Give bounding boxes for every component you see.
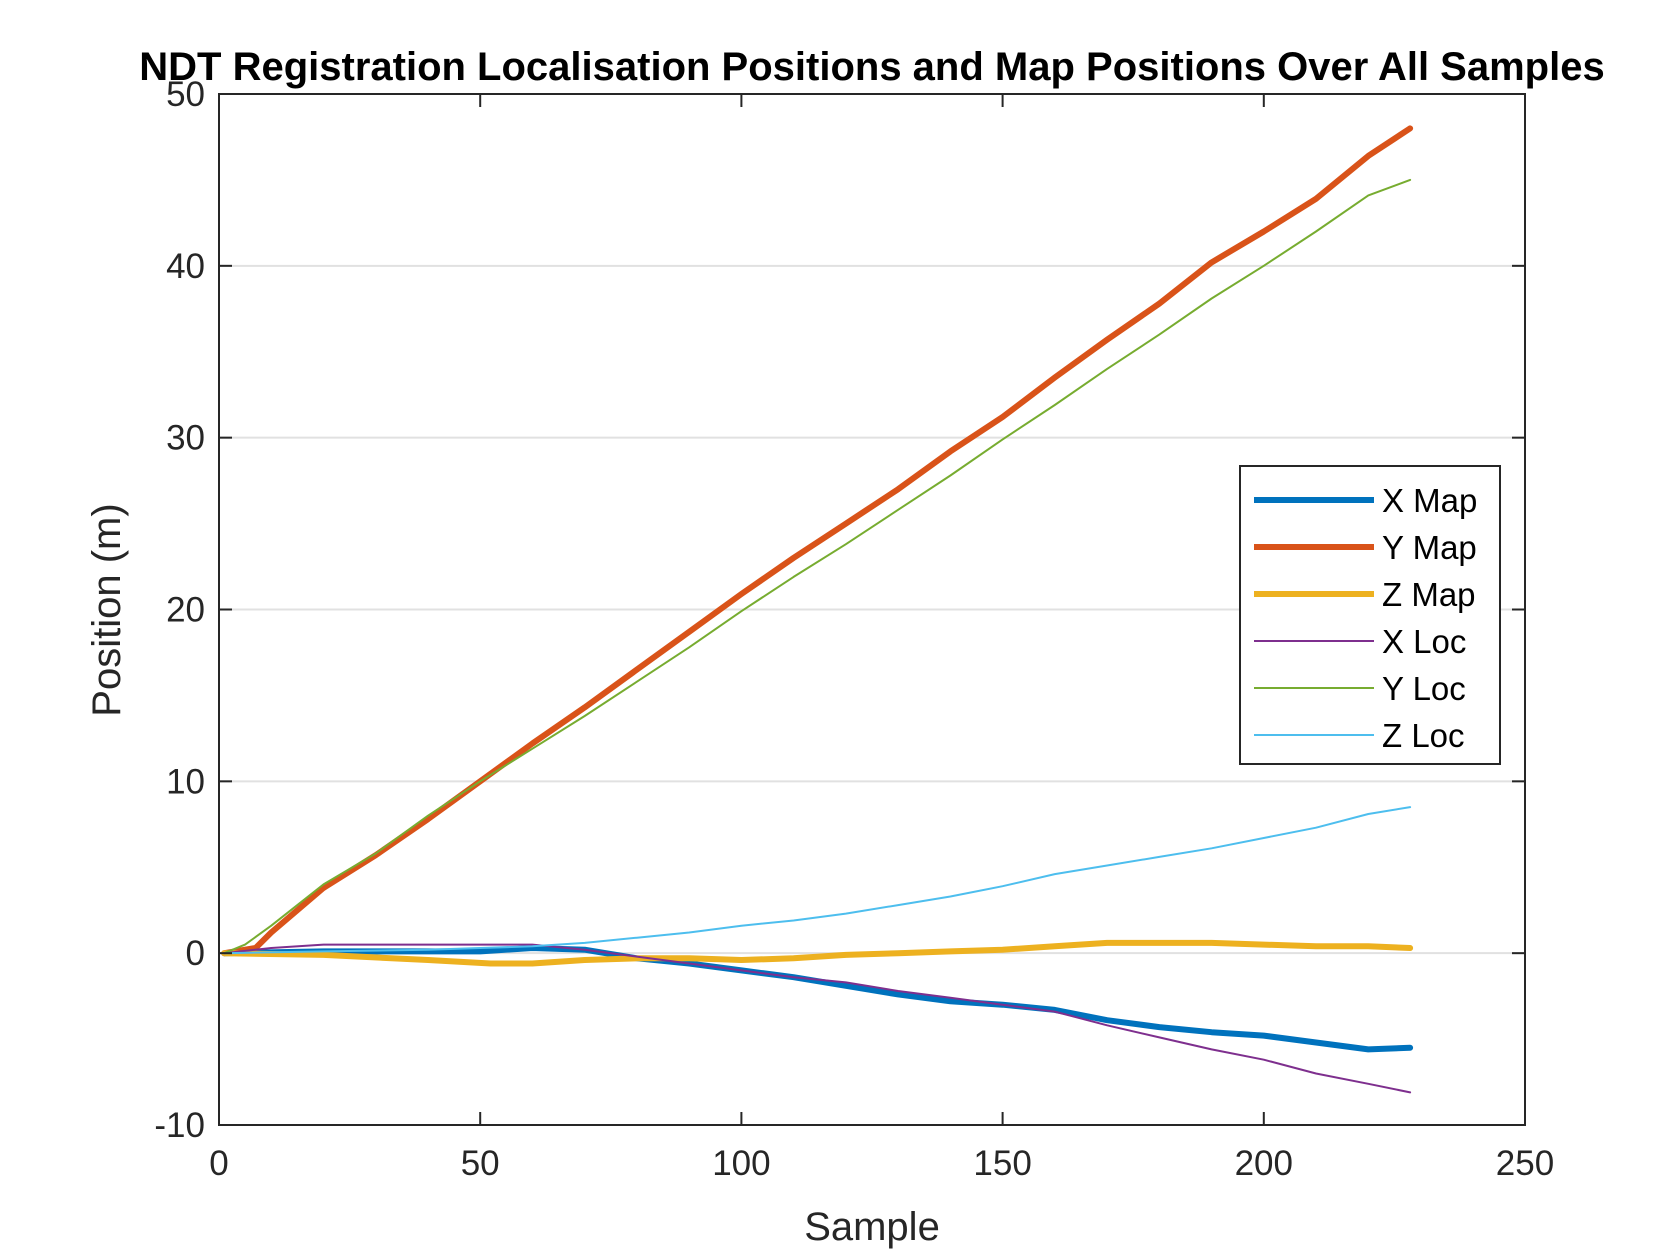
x-tick-label: 200	[1235, 1144, 1293, 1183]
x-tick-label: 100	[712, 1144, 770, 1183]
y-axis-label: Position (m)	[85, 503, 129, 716]
y-tick-label: 10	[166, 762, 205, 801]
y-tick-label: -10	[154, 1106, 205, 1145]
x-tick-label: 250	[1496, 1144, 1554, 1183]
legend-label-x-map: X Map	[1382, 482, 1477, 519]
chart-title: NDT Registration Localisation Positions …	[139, 45, 1604, 89]
legend-label-y-loc: Y Loc	[1382, 670, 1466, 707]
y-tick-label: 50	[166, 75, 205, 114]
series-line-z-map	[221, 939, 1414, 967]
y-tick-label: 40	[166, 247, 205, 286]
x-tick-label: 150	[973, 1144, 1031, 1183]
series-line-z-loc	[223, 806, 1412, 955]
series-line-y-map	[221, 125, 1414, 957]
legend: X Map Y Map Z Map X Loc Y Loc Z Loc	[1239, 465, 1501, 765]
y-tick-label: 0	[186, 934, 205, 973]
legend-label-z-loc: Z Loc	[1382, 717, 1465, 754]
x-tick-label: 0	[209, 1144, 228, 1183]
legend-label-z-map: Z Map	[1382, 576, 1476, 613]
x-tick-label: 50	[461, 1144, 500, 1183]
legend-label-x-loc: X Loc	[1382, 623, 1466, 660]
series-line-x-loc	[223, 943, 1412, 1094]
legend-box	[1239, 465, 1501, 765]
series-line-y-loc	[223, 178, 1412, 955]
y-tick-label: 20	[166, 591, 205, 630]
series-lines	[221, 125, 1414, 1094]
y-tick-label: 30	[166, 419, 205, 458]
x-axis-label: Sample	[804, 1205, 940, 1249]
series-line-x-map	[221, 945, 1414, 1053]
legend-label-y-map: Y Map	[1382, 529, 1477, 566]
